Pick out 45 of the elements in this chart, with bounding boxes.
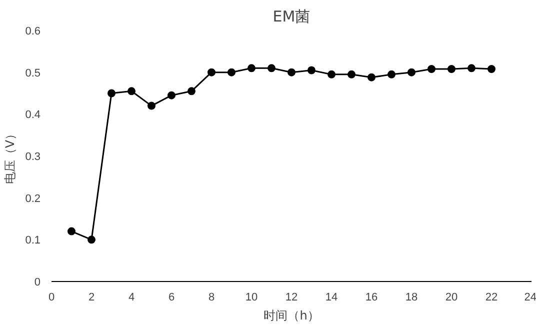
x-tick-label: 2 <box>88 292 95 304</box>
x-tick-label: 0 <box>48 292 55 304</box>
x-tick-label: 20 <box>445 292 458 304</box>
y-tick-label: 0.3 <box>25 151 41 163</box>
point <box>228 68 236 76</box>
point <box>328 70 336 78</box>
x-tick-label: 16 <box>365 292 378 304</box>
x-tick-label: 8 <box>208 292 215 304</box>
x-tick-label: 10 <box>245 292 258 304</box>
x-tick-label: 12 <box>285 292 298 304</box>
x-tick-label: 6 <box>168 292 175 304</box>
x-tick-label: 22 <box>485 292 498 304</box>
y-tick-label: 0.1 <box>25 234 41 247</box>
y-tick-label: 0 <box>34 276 41 288</box>
y-tick-label: 0.6 <box>25 26 41 38</box>
point <box>388 70 396 78</box>
point <box>348 70 356 78</box>
point <box>288 68 296 76</box>
y-tick-label: 0.2 <box>25 192 41 205</box>
x-axis-title: 时间（h） <box>264 308 320 322</box>
x-tick-label: 14 <box>325 292 338 304</box>
point <box>488 64 496 73</box>
point <box>128 87 136 96</box>
point <box>408 68 416 76</box>
point <box>148 102 156 110</box>
point <box>428 64 436 73</box>
point <box>208 68 216 76</box>
y-axis-title: 电压（V） <box>3 128 18 184</box>
point <box>108 89 116 98</box>
y-tick-label: 0.5 <box>25 67 41 80</box>
point <box>448 64 456 73</box>
point <box>188 87 196 96</box>
point <box>168 91 176 100</box>
chart-title: EM菌 <box>272 8 310 26</box>
y-tick-label: 0.4 <box>25 109 41 122</box>
x-tick-label: 24 <box>524 292 536 304</box>
x-tick-label: 4 <box>128 292 135 304</box>
point <box>248 64 256 72</box>
point <box>268 64 276 72</box>
point <box>368 73 376 82</box>
point <box>68 227 76 236</box>
x-tick-label: 18 <box>405 292 418 304</box>
point <box>88 236 96 244</box>
point <box>308 66 316 74</box>
point <box>468 64 476 72</box>
